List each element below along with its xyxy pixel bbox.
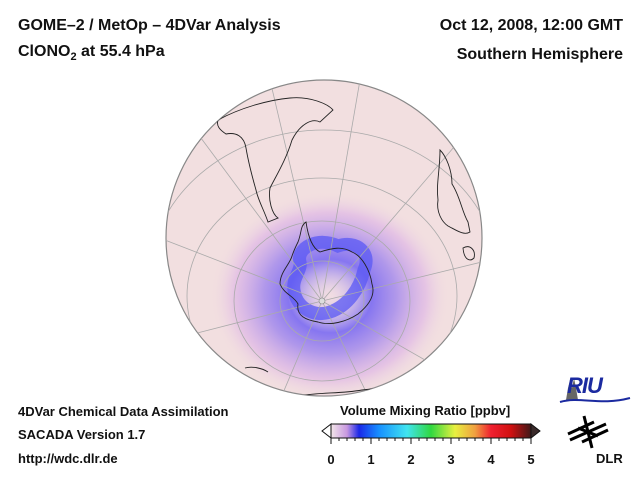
south-pole-marker xyxy=(318,297,326,305)
coast-south-america xyxy=(217,97,334,223)
colorbar-tick-label: 5 xyxy=(527,452,535,467)
coast-australia xyxy=(244,366,269,373)
coastlines xyxy=(217,97,475,396)
clono2-collar-ring xyxy=(287,235,373,320)
pressure-level: at 55.4 hPa xyxy=(76,43,165,60)
cathedral-icon xyxy=(566,378,578,400)
species-subscript: 2 xyxy=(70,51,77,64)
species-label: ClONO2 at 55.4 hPa xyxy=(18,43,165,63)
colorbar xyxy=(321,422,541,444)
footer-line-3: http://wdc.dlr.de xyxy=(18,451,118,466)
dlr-logo-text: DLR xyxy=(596,451,623,466)
colorbar-tick-label: 3 xyxy=(447,452,455,467)
coast-antarctica xyxy=(279,221,374,325)
datetime-label: Oct 12, 2008, 12:00 GMT xyxy=(439,17,623,34)
dlr-emblem-icon xyxy=(567,415,609,449)
colorbar-tick-label: 0 xyxy=(327,452,335,467)
colorbar-ticks xyxy=(330,438,532,444)
footer-line-1: 4DVar Chemical Data Assimilation xyxy=(18,404,229,419)
colorbar-tick-label: 4 xyxy=(487,452,495,467)
map-title: GOME–2 / MetOp – 4DVar Analysis xyxy=(18,17,281,34)
colorbar-title: Volume Mixing Ratio [ppbv] xyxy=(340,403,511,418)
riu-logo xyxy=(559,378,631,403)
dlr-logo xyxy=(567,415,609,449)
colorbar-gradient xyxy=(330,423,532,439)
river-icon xyxy=(559,397,631,403)
colorbar-max-arrow xyxy=(530,422,541,440)
riu-logo-text: RIU xyxy=(567,373,603,398)
clono2-field-outer xyxy=(210,191,450,396)
species-name: ClONO xyxy=(18,43,71,60)
footer-line-2: SACADA Version 1.7 xyxy=(18,427,146,442)
coast-africa xyxy=(437,148,471,234)
colorbar-tick-label: 1 xyxy=(367,452,375,467)
region-label: Southern Hemisphere xyxy=(456,46,623,63)
colorbar-tick-label: 2 xyxy=(407,452,415,467)
globe xyxy=(165,79,483,397)
colorbar-min-arrow xyxy=(321,422,332,440)
coast-madagascar xyxy=(462,246,475,261)
